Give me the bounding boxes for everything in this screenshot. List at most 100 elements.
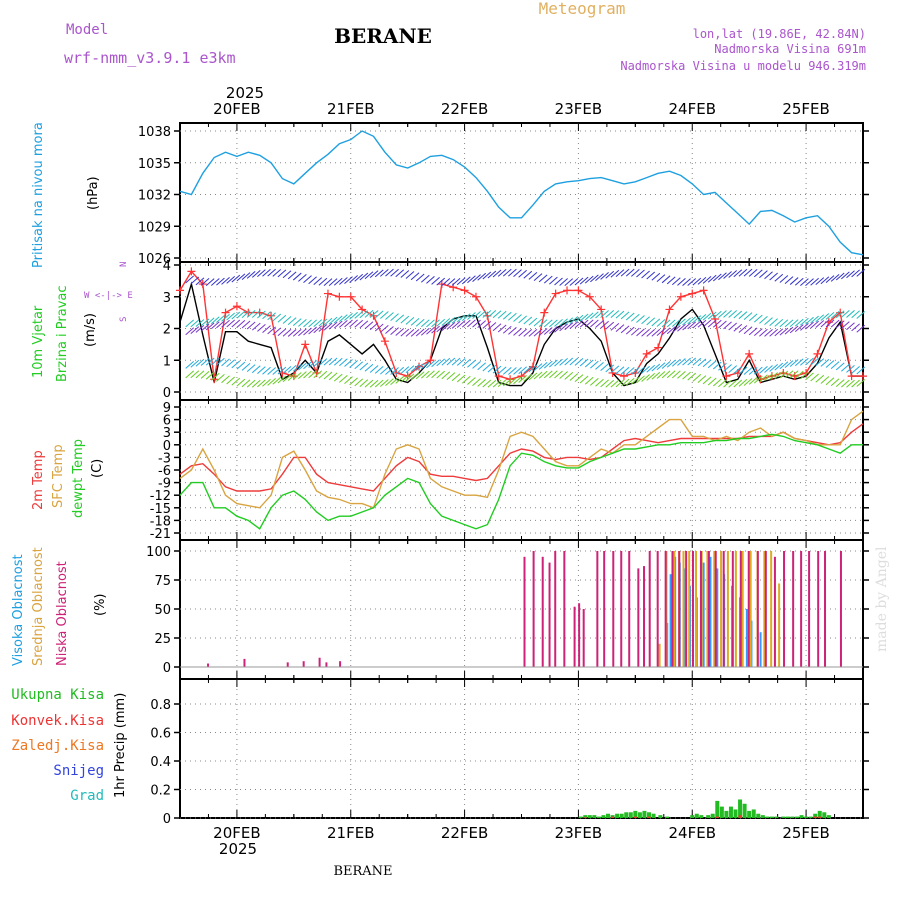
series-line-1 <box>179 270 863 381</box>
wind-arrow <box>446 322 456 330</box>
wind-arrow <box>200 278 210 286</box>
bar-2 <box>792 551 795 667</box>
y-tick-label: -15 <box>150 502 171 517</box>
bar-0 <box>808 816 813 818</box>
bar-2 <box>325 662 328 667</box>
wind-arrow <box>661 319 671 328</box>
wind-arrow <box>236 310 246 319</box>
wind-arrow <box>344 312 353 321</box>
model-name: wrf-nmm_v3.9.1 e3km <box>64 49 236 67</box>
wind-arrow <box>779 370 789 379</box>
direction-marker <box>176 286 184 295</box>
wind-arrow <box>359 320 369 329</box>
wind-arrow <box>656 371 666 379</box>
wind-arrow <box>446 317 456 325</box>
wind-arrow <box>231 311 241 320</box>
wind-arrow <box>702 312 712 321</box>
direction-marker <box>460 286 469 295</box>
wind-arrow <box>415 273 425 282</box>
bar-0 <box>751 809 756 818</box>
y-tick-label: 2 <box>163 323 171 338</box>
bar-0 <box>719 806 724 818</box>
wind-arrow <box>216 374 225 382</box>
wind-arrow <box>697 375 707 383</box>
bar-0 <box>615 813 620 818</box>
wind-arrow <box>661 327 671 336</box>
bar-0 <box>804 816 809 818</box>
wind-arrow <box>692 357 702 366</box>
wind-arrow <box>262 325 271 334</box>
elevation-text: Nadmorska Visina 691m <box>714 42 866 56</box>
direction-marker <box>380 337 389 346</box>
wind-arrow <box>292 363 302 372</box>
wind-arrow <box>518 328 527 337</box>
wind-arrow <box>426 319 435 328</box>
wind-arrow <box>805 321 814 330</box>
wind-arrow <box>364 271 374 280</box>
wind-arrow <box>661 361 671 369</box>
wind-arrow <box>774 362 784 371</box>
wind-arrow <box>712 319 722 328</box>
year-label-bottom: 2025 <box>219 840 257 858</box>
bar-0 <box>596 816 601 818</box>
precip-unit: 1hr Precip (mm) <box>113 693 128 798</box>
wind-arrow <box>405 316 415 325</box>
direction-marker <box>802 368 811 377</box>
wind-arrow <box>666 276 676 285</box>
date-label-top: 25FEB <box>782 100 829 118</box>
wind-arrow <box>461 375 471 384</box>
wind-arrow <box>590 319 599 328</box>
wind-arrow <box>410 364 420 372</box>
wind-arrow <box>497 324 507 333</box>
wind-arrow <box>677 370 686 379</box>
wind-arrow <box>810 320 819 329</box>
wind-arrow <box>835 310 845 319</box>
wind-arrow <box>205 278 215 287</box>
wind-arrow <box>753 328 763 337</box>
y-tick-label: -9 <box>158 477 171 492</box>
wind-arrow <box>789 277 799 285</box>
wind-arrow <box>631 327 640 336</box>
wind-arrow <box>687 278 697 286</box>
wind-arrow <box>226 376 236 385</box>
wind-title-2: Brzina i Pravac <box>55 285 70 382</box>
wind-arrow <box>400 374 410 383</box>
wind-arrow <box>646 317 656 326</box>
wind-arrow <box>436 370 446 379</box>
wind-arrow <box>549 370 558 379</box>
wind-arrow <box>784 276 794 285</box>
wind-arrow <box>620 325 630 334</box>
year-label-top: 2025 <box>226 84 264 102</box>
wind-arrow <box>774 371 784 380</box>
wind-arrow <box>195 319 205 327</box>
wind-arrow <box>825 377 835 386</box>
bar-2 <box>800 551 803 667</box>
precip-legend-snow: Snijeg <box>53 763 104 779</box>
wind-arrow <box>779 361 789 370</box>
wind-arrow <box>682 278 691 287</box>
bar-0 <box>747 810 752 818</box>
wind-arrow <box>820 359 830 367</box>
wind-arrow <box>420 274 430 283</box>
wind-arrow <box>328 372 338 381</box>
direction-marker <box>221 308 230 317</box>
direction-marker <box>563 286 572 295</box>
bar-2 <box>541 556 544 667</box>
wind-arrow <box>538 274 548 283</box>
compass-we: W <-|-> E <box>84 291 133 301</box>
bar-2 <box>339 661 342 667</box>
wind-arrow <box>784 370 794 379</box>
series-line-1 <box>179 410 864 509</box>
wind-arrow <box>216 277 225 286</box>
wind-arrow <box>846 364 855 373</box>
bar-2 <box>699 551 702 667</box>
date-label-top: 20FEB <box>213 100 260 118</box>
temp-unit: (C) <box>90 459 105 478</box>
wind-arrow <box>815 314 825 323</box>
wind-arrow <box>405 329 415 337</box>
wind-arrow <box>595 273 604 282</box>
wind-arrow <box>856 311 866 319</box>
wind-arrow <box>651 371 661 380</box>
wind-arrow <box>615 269 625 277</box>
date-label-top: 23FEB <box>555 100 602 118</box>
